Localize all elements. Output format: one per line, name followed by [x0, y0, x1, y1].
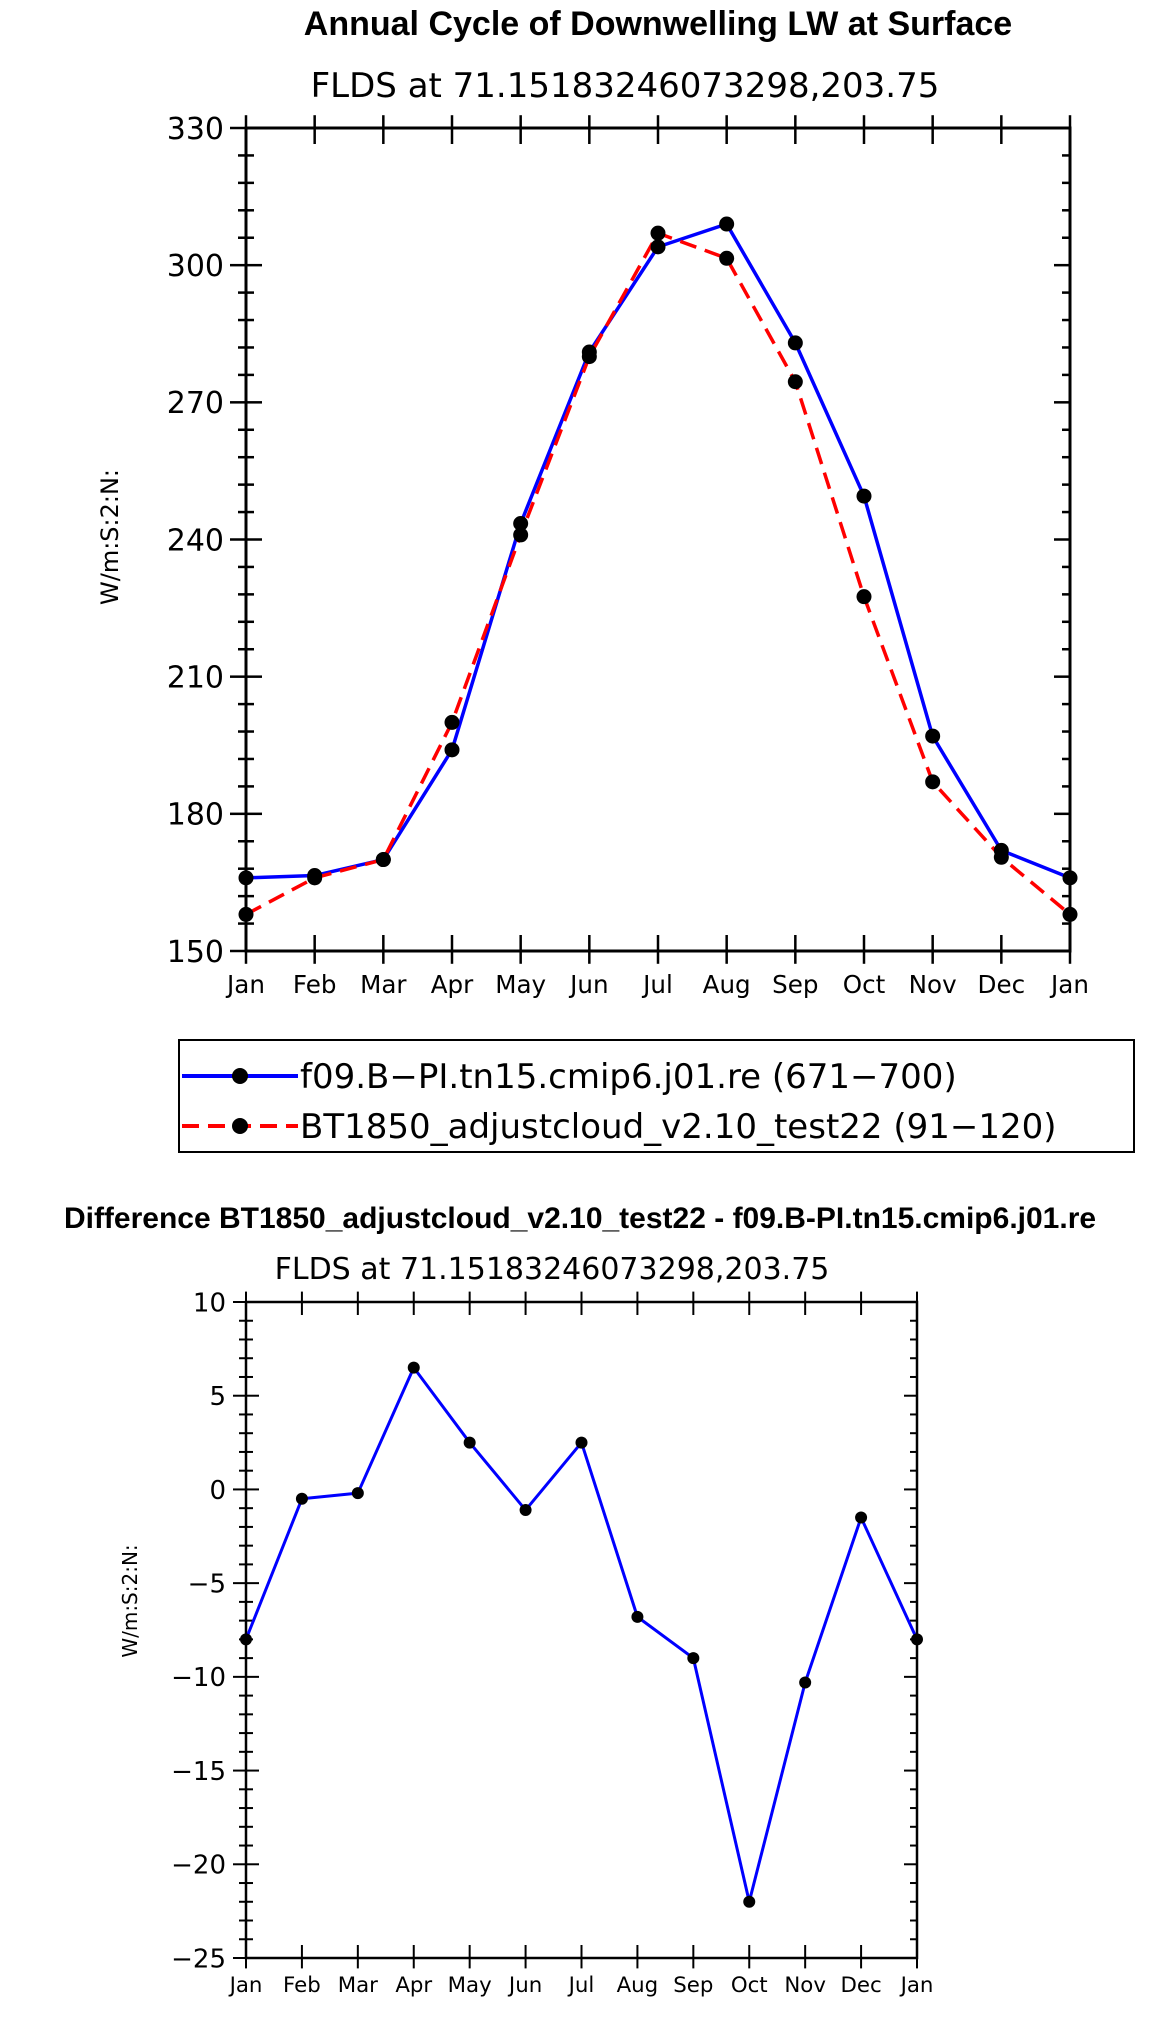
chart1-point-s2-7	[719, 250, 735, 266]
chart2-ytick-label: −20	[171, 1851, 226, 1881]
chart1-xtick-label: Feb	[293, 970, 337, 999]
chart1-point-s1-6	[650, 239, 666, 255]
legend-marker-series2	[232, 1118, 248, 1134]
chart2-ytick-label: −10	[171, 1663, 226, 1693]
chart1-xtick-label: Jul	[641, 970, 673, 999]
chart1-ylabel: W/m:S:2:N:	[96, 469, 124, 605]
chart2-point-s1-7	[631, 1610, 644, 1623]
chart1-point-s2-11	[993, 849, 1009, 865]
chart1-series-line-2	[245, 231, 1072, 916]
chart2-xtick-label: Sep	[673, 1973, 713, 1998]
chart1-point-s2-2	[375, 852, 391, 868]
difference-chart: Difference BT1850_adjustcloud_v2.10_test…	[64, 1202, 1096, 1998]
chart1-ytick-label: 300	[167, 249, 224, 284]
chart1-xtick-label: Jan	[225, 970, 265, 999]
chart1-point-s2-12	[1062, 906, 1078, 922]
chart1-ytick-label: 330	[167, 112, 224, 147]
chart2-point-s1-9	[743, 1895, 756, 1908]
chart2-xtick-label: Nov	[784, 1973, 826, 1998]
chart2-ytick-label: −5	[188, 1570, 226, 1600]
chart1-xtick-label: Jan	[1049, 970, 1089, 999]
chart2-subtitle: FLDS at 71.15183246073298,203.75	[275, 1252, 830, 1287]
chart1-point-s2-5	[581, 349, 597, 365]
chart1-xtick-label: Sep	[772, 970, 818, 999]
chart1-point-s2-10	[925, 774, 941, 790]
chart2-axes: −25 −20 −15 −10 −5 0 5 10 Jan Feb Mar Apr May Jun Jul A…	[171, 1288, 933, 1998]
chart1-xtick-label: Dec	[978, 970, 1026, 999]
chart1-subtitle: FLDS at 71.15183246073298,203.75	[311, 66, 940, 106]
chart2-xtick-label: Jul	[567, 1973, 595, 1998]
chart2-title: Difference BT1850_adjustcloud_v2.10_test…	[64, 1202, 1096, 1235]
chart1-point-s1-4	[513, 515, 529, 531]
chart1-point-s1-0	[238, 870, 254, 886]
chart1-point-s2-9	[856, 589, 872, 605]
chart2-xtick-label: May	[448, 1973, 492, 1998]
annual-cycle-chart: Annual Cycle of Downwelling LW at Surfac…	[96, 5, 1089, 999]
chart1-axes: 150 180 210 240 270 300 330 Jan Feb Mar Apr May Jun J…	[167, 112, 1089, 999]
chart1-point-s1-12	[1062, 870, 1078, 886]
chart2-point-s1-6	[575, 1436, 588, 1449]
chart2-xtick-label: Aug	[617, 1973, 659, 1998]
chart2-ytick-label: −25	[171, 1944, 226, 1974]
chart2-series	[240, 1361, 923, 1908]
chart2-ytick-label: 10	[193, 1288, 226, 1318]
legend-marker-series1	[232, 1068, 248, 1084]
chart1-xtick-label: Nov	[909, 970, 957, 999]
chart1-xtick-label: Jun	[568, 970, 608, 999]
chart2-point-s1-8	[687, 1652, 700, 1665]
chart1-xtick-label: Mar	[360, 970, 407, 999]
chart1-point-s2-8	[787, 374, 803, 390]
chart1-point-s2-0	[238, 906, 254, 922]
chart2-ylabel: W/m:S:2:N:	[118, 1544, 142, 1657]
chart1-point-s1-3	[444, 742, 460, 758]
chart1-legend: f09.B−PI.tn15.cmip6.j01.re (671−700) BT1…	[178, 1039, 1135, 1153]
chart1-series	[238, 216, 1078, 922]
chart1-xtick-label: May	[495, 970, 546, 999]
chart1-ytick-label: 240	[167, 523, 224, 558]
chart2-xtick-label: Apr	[395, 1973, 432, 1998]
chart2-point-s1-10	[799, 1676, 812, 1689]
chart2-xtick-label: Feb	[283, 1973, 321, 1998]
chart2-point-s1-1	[295, 1492, 308, 1505]
chart2-point-s1-4	[463, 1436, 476, 1449]
chart1-point-s2-6	[650, 225, 666, 241]
chart1-xtick-label: Aug	[703, 970, 751, 999]
chart2-xtick-label: Dec	[840, 1973, 881, 1998]
chart1-title: Annual Cycle of Downwelling LW at Surfac…	[304, 5, 1012, 43]
chart1-ytick-label: 210	[167, 660, 224, 695]
chart1-ytick-label: 150	[167, 935, 224, 970]
chart1-point-s1-9	[856, 488, 872, 504]
chart1-ytick-label: 270	[167, 386, 224, 421]
chart2-ytick-label: −15	[171, 1757, 226, 1787]
chart1-point-s1-7	[719, 216, 735, 232]
chart1-xtick-label: Apr	[431, 970, 474, 999]
chart2-xtick-label: Jan	[228, 1973, 263, 1998]
chart1-point-s2-4	[513, 527, 529, 543]
chart2-point-s1-5	[519, 1504, 532, 1517]
chart2-point-s1-3	[407, 1361, 420, 1374]
chart2-point-s1-12	[911, 1633, 923, 1646]
chart2-xtick-label: Oct	[731, 1973, 768, 1998]
chart1-ytick-label: 180	[167, 798, 224, 833]
chart2-frame	[244, 1300, 919, 1960]
chart2-xtick-label: Jan	[899, 1973, 934, 1998]
chart2-xtick-label: Jun	[507, 1973, 542, 1998]
chart1-point-s2-1	[307, 870, 323, 886]
chart2-ytick-label: 5	[209, 1382, 226, 1412]
chart2-point-s1-0	[240, 1633, 252, 1646]
chart2-xtick-label: Mar	[338, 1973, 378, 1998]
chart1-series-line-1	[245, 222, 1071, 880]
chart2-point-s1-11	[855, 1511, 868, 1524]
legend-box	[178, 1039, 1135, 1153]
chart2-ytick-label: 0	[209, 1476, 226, 1506]
chart1-point-s1-10	[925, 728, 941, 744]
chart1-point-s2-3	[444, 714, 460, 730]
legend-label-series1: f09.B−PI.tn15.cmip6.j01.re (671−700)	[300, 1057, 957, 1097]
chart2-point-s1-2	[351, 1487, 364, 1500]
chart1-xtick-label: Oct	[843, 970, 886, 999]
legend-label-series2: BT1850_adjustcloud_v2.10_test22 (91−120)	[300, 1107, 1057, 1147]
chart1-point-s1-8	[787, 335, 803, 351]
